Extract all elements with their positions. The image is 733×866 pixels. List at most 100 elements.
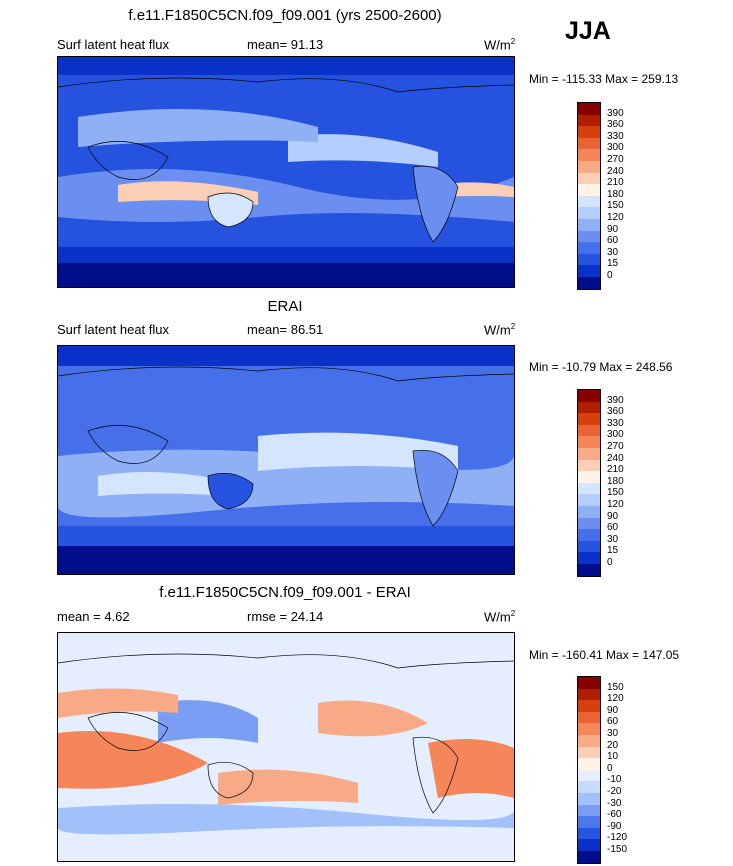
colorbar-swatch	[578, 758, 600, 770]
colorbar-tick-label: 15	[607, 545, 619, 557]
colorbar-tick-label: 240	[607, 452, 624, 464]
panel-2-title: ERAI	[267, 298, 303, 315]
colorbar-tick-label: 60	[607, 235, 619, 247]
colorbar-swatch	[578, 447, 600, 460]
colorbar-tick-label: 270	[607, 154, 624, 165]
colorbar-tick-label: 180	[607, 188, 624, 200]
panel-2-minmax: Min = -10.79 Max = 248.56	[529, 360, 673, 374]
colorbar-tick-label: 330	[607, 130, 624, 142]
colorbar-swatch	[578, 746, 600, 759]
colorbar-swatch	[578, 459, 600, 472]
colorbar-tick-label: 210	[607, 464, 624, 476]
panel-1-colorbar-box	[577, 102, 601, 290]
colorbar-swatch	[578, 816, 600, 828]
colorbar-swatch	[578, 230, 600, 243]
colorbar-swatch	[578, 114, 600, 127]
colorbar-tick-label: 0	[607, 270, 613, 281]
panel-2-mean: mean= 86.51	[247, 322, 324, 337]
colorbar-swatch	[578, 552, 600, 564]
colorbar-tick-label: 240	[607, 165, 624, 177]
colorbar-tick-label: 150	[607, 487, 624, 499]
panel-3-map-svg	[58, 633, 514, 861]
colorbar-swatch	[578, 563, 600, 576]
panel-3-minmax: Min = -160.41 Max = 147.05	[529, 648, 680, 662]
colorbar-swatch	[578, 529, 600, 541]
colorbar-swatch	[578, 517, 600, 530]
colorbar-tick-label: 390	[607, 107, 624, 119]
panel-3-colorbar-box	[577, 676, 601, 864]
panel-1-variable: Surf latent heat flux	[57, 37, 170, 52]
colorbar-swatch	[578, 471, 600, 483]
colorbar-tick-label: -30	[607, 797, 622, 809]
panel-2-map	[57, 345, 515, 575]
colorbar-tick-label: 150	[607, 200, 624, 212]
colorbar-tick-label: 10	[607, 751, 619, 763]
colorbar-swatch	[578, 723, 600, 735]
colorbar-swatch	[578, 804, 600, 817]
colorbar-swatch	[578, 401, 600, 414]
colorbar-swatch	[578, 850, 600, 863]
colorbar-swatch	[578, 253, 600, 266]
colorbar-tick-label: 330	[607, 417, 624, 429]
colorbar-tick-label: 210	[607, 177, 624, 189]
colorbar-swatch	[578, 792, 600, 805]
colorbar-tick-label: -150	[607, 844, 628, 855]
colorbar-tick-label: -20	[607, 786, 622, 797]
colorbar-tick-label: -120	[607, 832, 628, 844]
colorbar-swatch	[578, 242, 600, 254]
colorbar-tick-label: 20	[607, 739, 619, 751]
colorbar-tick-label: -60	[607, 809, 622, 821]
colorbar-tick-label: 30	[607, 246, 619, 258]
panel-3-units: W/m2	[484, 609, 516, 625]
panel-2-variable: Surf latent heat flux	[57, 322, 170, 337]
panel-1-mean: mean= 91.13	[247, 37, 324, 52]
colorbar-tick-label: 120	[607, 693, 624, 705]
colorbar-swatch	[578, 390, 600, 402]
colorbar-tick-label: 15	[607, 258, 619, 270]
colorbar-tick-label: 0	[607, 762, 613, 774]
panel-2-map-svg	[58, 346, 514, 574]
colorbar-swatch	[578, 126, 600, 138]
colorbar-swatch	[578, 700, 600, 712]
colorbar-tick-label: 120	[607, 212, 624, 223]
panel-1-title: f.e11.F1850C5CN.f09_f09.001 (yrs 2500-26…	[128, 7, 442, 24]
colorbar-tick-label: 390	[607, 394, 624, 406]
colorbar-swatch	[578, 436, 600, 448]
panel-1-units: W/m2	[484, 37, 516, 53]
colorbar-swatch	[578, 769, 600, 782]
colorbar-tick-label: 30	[607, 533, 619, 545]
panel-3-title: f.e11.F1850C5CN.f09_f09.001 - ERAI	[159, 584, 411, 601]
colorbar-swatch	[578, 276, 600, 289]
colorbar-tick-label: 150	[607, 681, 624, 693]
colorbar-swatch	[578, 149, 600, 161]
colorbar-tick-label: 90	[607, 510, 619, 522]
colorbar-swatch	[578, 424, 600, 437]
colorbar-swatch	[578, 184, 600, 196]
colorbar-swatch	[578, 103, 600, 115]
colorbar-swatch	[578, 172, 600, 185]
panel-2-colorbar-box	[577, 389, 601, 577]
colorbar-swatch	[578, 711, 600, 724]
colorbar-swatch	[578, 839, 600, 851]
colorbar-swatch	[578, 160, 600, 173]
colorbar-tick-label: 120	[607, 499, 624, 510]
colorbar-swatch	[578, 265, 600, 277]
colorbar-swatch	[578, 494, 600, 506]
season-label: JJA	[565, 17, 611, 45]
panel-3-mean: mean = 4.62	[57, 609, 130, 624]
colorbar-swatch	[578, 677, 600, 689]
panel-1-minmax: Min = -115.33 Max = 259.13	[529, 72, 679, 86]
colorbar-swatch	[578, 505, 600, 518]
panel-3-map	[57, 632, 515, 862]
colorbar-swatch	[578, 781, 600, 793]
colorbar-tick-label: 30	[607, 728, 619, 739]
panel-2-units: W/m2	[484, 322, 516, 338]
colorbar-tick-label: 60	[607, 522, 619, 534]
colorbar-tick-label: 300	[607, 142, 624, 154]
colorbar-tick-label: -90	[607, 820, 622, 832]
colorbar-swatch	[578, 827, 600, 840]
colorbar-tick-label: 60	[607, 716, 619, 728]
colorbar-tick-label: 270	[607, 441, 624, 452]
colorbar-swatch	[578, 218, 600, 231]
colorbar-swatch	[578, 413, 600, 425]
